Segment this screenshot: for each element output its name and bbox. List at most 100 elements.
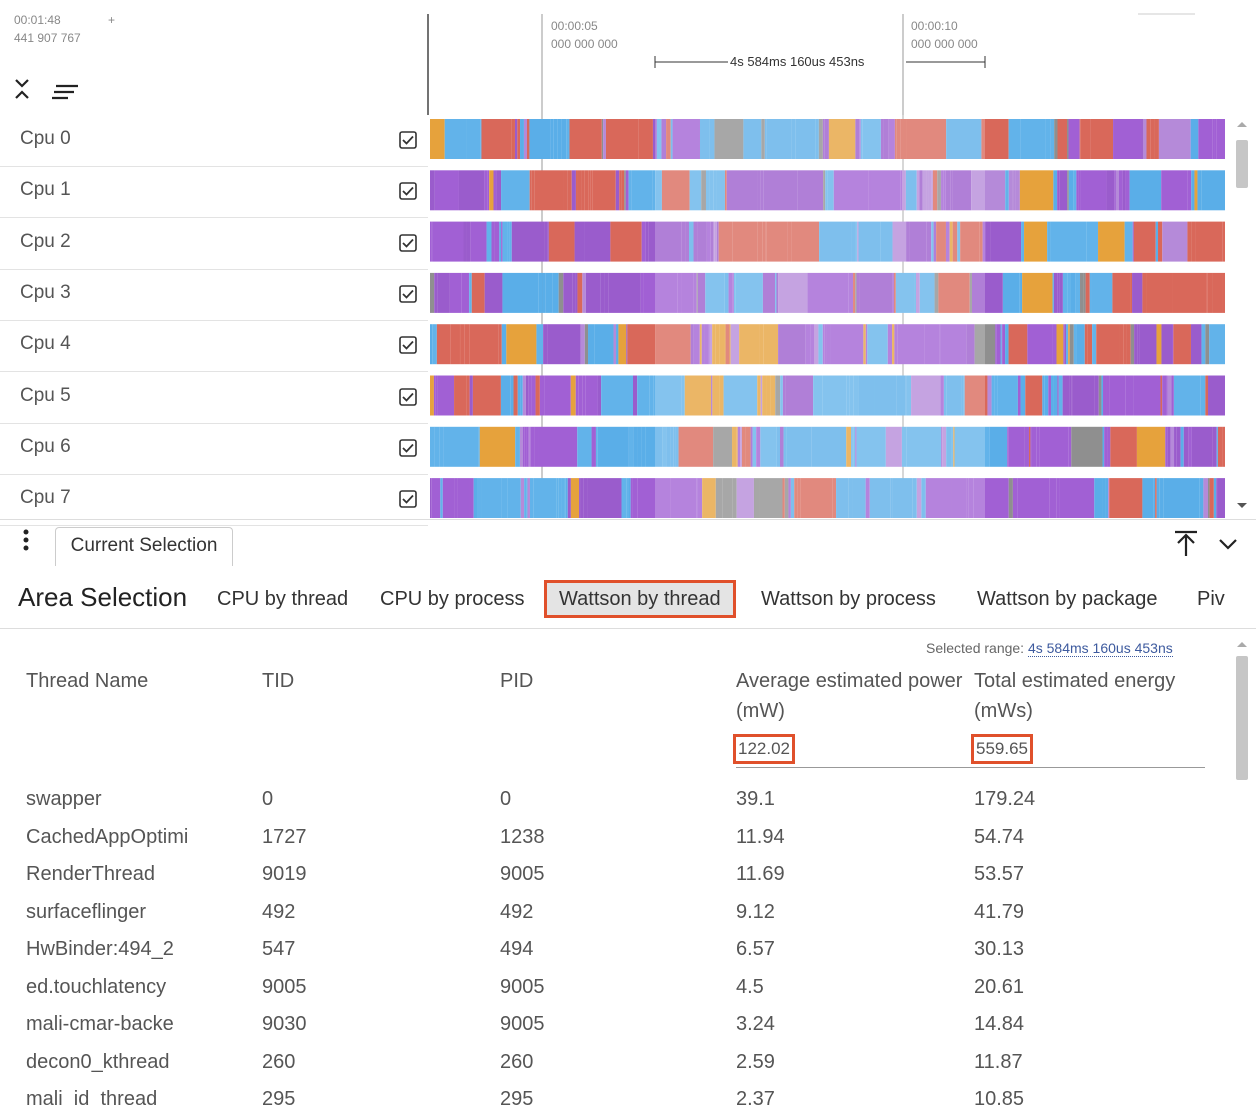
cpu-slice	[1073, 324, 1077, 365]
cpu-slice	[851, 221, 855, 262]
cpu-slice	[578, 375, 583, 416]
cpu-slice	[782, 375, 786, 416]
cpu-slice	[628, 426, 634, 467]
cpu-slice	[580, 324, 585, 365]
tab[interactable]: Current Selection	[55, 527, 233, 566]
cpu-slice	[714, 221, 717, 262]
cpu-slice	[498, 324, 502, 365]
cpu-slice	[432, 324, 437, 365]
span-label: 4s 584ms 160us 453ns	[730, 54, 865, 69]
cpu-slice	[645, 426, 663, 467]
cpu-slice	[729, 324, 731, 365]
cpu-slice	[1109, 478, 1143, 518]
cpu-slice	[548, 221, 575, 262]
cpu-slice	[919, 170, 923, 211]
cpu-slice	[672, 119, 700, 159]
selected-range-link[interactable]: 4s 584ms 160us 453ns	[1027, 640, 1173, 657]
cpu-slice	[883, 119, 889, 159]
cpu-slice	[1160, 478, 1164, 518]
column-header: TID	[262, 670, 295, 692]
cpu-slice	[1109, 375, 1126, 416]
cpu-slice	[431, 221, 433, 262]
cpu-slice	[705, 170, 710, 211]
cpu-slice	[1008, 119, 1021, 159]
cpu-slice	[763, 324, 779, 365]
cpu-slice	[1108, 478, 1110, 518]
cpu-slice	[591, 324, 595, 365]
panel-tab[interactable]: Wattson by thread	[544, 580, 736, 618]
cpu-slice	[481, 478, 502, 518]
cpu-slice	[794, 478, 798, 518]
track-row: Cpu 2	[0, 218, 428, 270]
cpu-slice	[430, 426, 435, 467]
cpu-slice	[1092, 324, 1097, 365]
cpu-slice	[1069, 324, 1074, 365]
cpu-slice	[1012, 170, 1014, 211]
checkbox[interactable]	[399, 387, 417, 406]
cpu-slice	[715, 324, 720, 365]
cpu-slice	[775, 375, 781, 416]
cpu-slice	[974, 324, 996, 365]
checkbox[interactable]	[399, 336, 417, 354]
panel-tab[interactable]: Wattson by package	[977, 588, 1158, 610]
checkbox[interactable]	[399, 131, 417, 149]
checkbox[interactable]	[399, 285, 417, 303]
cpu-slice	[1020, 375, 1026, 416]
cpu-slice	[515, 426, 520, 467]
cpu-slice	[553, 119, 558, 159]
cpu-slice	[1053, 375, 1058, 416]
cpu-slice	[1146, 119, 1151, 159]
cpu-slice	[807, 272, 818, 313]
table-cell: swapper	[26, 788, 102, 810]
cpu-slice	[901, 426, 907, 467]
checkbox[interactable]	[399, 233, 417, 252]
table-scrollbar	[1236, 642, 1248, 780]
panel-tab[interactable]: Wattson by process	[761, 588, 936, 610]
cpu-slice	[779, 426, 784, 467]
panel-icons[interactable]	[1170, 528, 1250, 560]
cpu-slice	[732, 478, 737, 518]
cpu-slice	[463, 221, 467, 262]
cpu-slice	[567, 478, 571, 518]
cpu-slice	[853, 375, 859, 416]
checkbox[interactable]	[399, 490, 417, 508]
cpu-slice	[765, 221, 767, 262]
cpu-slice	[1125, 375, 1134, 416]
menu-icon[interactable]	[18, 528, 34, 556]
panel-tab[interactable]: Piv	[1197, 588, 1225, 610]
cpu-slice	[905, 170, 917, 211]
cpu-slice	[1070, 272, 1076, 313]
cpu-slice	[1195, 221, 1223, 262]
cpu-slice	[906, 426, 942, 467]
checkbox[interactable]	[399, 182, 417, 201]
checkbox[interactable]	[399, 438, 417, 457]
cpu-slice	[858, 375, 875, 416]
panel-tab[interactable]: CPU by thread	[217, 588, 349, 610]
cpu-slice	[1000, 324, 1002, 365]
cpu-slice	[1191, 170, 1195, 211]
cpu-slice	[1206, 272, 1208, 313]
cpu-slice	[522, 375, 526, 416]
cpu-slice	[511, 221, 545, 262]
checkbox-box	[399, 233, 417, 252]
cpu-slice	[605, 119, 639, 159]
cpu-slice	[985, 221, 991, 262]
cpu-slice	[648, 221, 682, 262]
cpu-slice	[544, 375, 571, 416]
cpu-slice	[526, 426, 529, 467]
cpu-slice	[757, 170, 761, 211]
cpu-slice	[1080, 272, 1084, 313]
cpu-slice	[486, 221, 492, 262]
cpu-slice	[592, 170, 616, 211]
cpu-slice	[585, 272, 601, 313]
panel-tab[interactable]: CPU by process	[380, 588, 525, 610]
cpu-slice	[690, 324, 694, 365]
cpu-slice	[1085, 272, 1090, 313]
cpu-slice	[1075, 272, 1081, 313]
table-cell: 2.37	[736, 1088, 775, 1105]
cpu-slice	[534, 170, 564, 211]
cpu-slice	[621, 478, 627, 518]
cpu-slice	[610, 221, 642, 262]
cpu-slice	[989, 426, 1008, 467]
cpu-slice	[946, 426, 952, 467]
